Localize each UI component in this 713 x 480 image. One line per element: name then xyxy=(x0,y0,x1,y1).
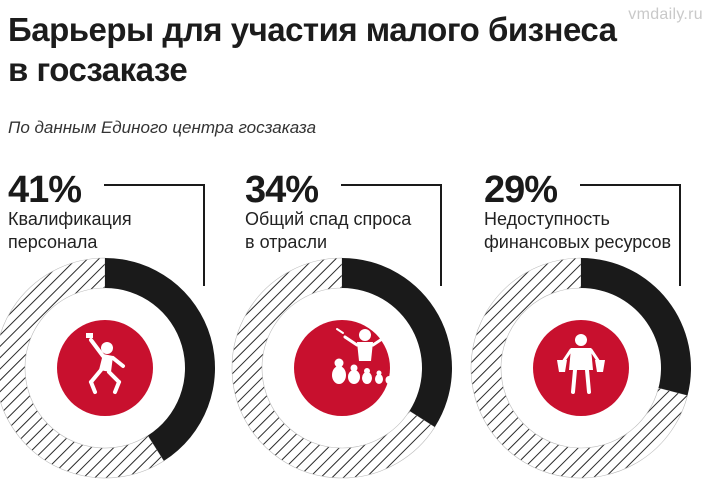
leader-line xyxy=(580,184,681,286)
value-arc xyxy=(581,258,691,396)
percent-value: 29% xyxy=(484,169,558,211)
title-line-2: в госзаказе xyxy=(8,51,188,88)
page-title: Барьеры для участия малого бизнеса в гос… xyxy=(8,10,648,90)
category-label-line-1: Общий спад спроса xyxy=(245,209,412,229)
ring-chart-demand xyxy=(231,184,452,479)
ring-chart-finance xyxy=(470,184,691,479)
hatched-ring xyxy=(470,257,688,479)
category-label-line-1: Квалификация xyxy=(8,209,132,229)
category-label-line-1: Недоступность xyxy=(484,209,610,229)
watermark: vmdaily.ru xyxy=(628,6,703,23)
stat-panel-qualification: 41% Квалификация персонала xyxy=(0,168,243,480)
category-label-line-2: в отрасли xyxy=(245,232,328,252)
category-label-line-2: персонала xyxy=(8,232,98,252)
category-label: Недоступность финансовых ресурсов xyxy=(484,208,713,254)
percent-value: 34% xyxy=(245,169,319,211)
hatched-ring xyxy=(0,257,165,479)
seller-with-dolls-icon xyxy=(332,328,394,384)
leader-line xyxy=(341,184,442,286)
leader-line xyxy=(104,184,205,286)
worker-figure-icon xyxy=(86,333,125,394)
empty-pockets-icon xyxy=(557,334,605,394)
title-line-1: Барьеры для участия малого бизнеса xyxy=(8,11,617,48)
percent-value: 41% xyxy=(8,169,82,211)
hatched-ring xyxy=(231,257,436,479)
stat-panel-demand: 34% Общий спад спроса в отрасли xyxy=(231,168,480,480)
category-label-line-2: финансовых ресурсов xyxy=(484,232,672,252)
stat-panel-finance: 29% Недоступность финансовых ресурсов xyxy=(470,168,713,480)
ring-chart-qualification xyxy=(0,184,215,479)
source-subtitle: По данным Единого центра госзаказа xyxy=(8,118,317,137)
category-label: Квалификация персонала xyxy=(8,208,243,254)
value-arc xyxy=(342,258,452,427)
category-label: Общий спад спроса в отрасли xyxy=(245,208,480,254)
value-arc xyxy=(105,258,215,461)
